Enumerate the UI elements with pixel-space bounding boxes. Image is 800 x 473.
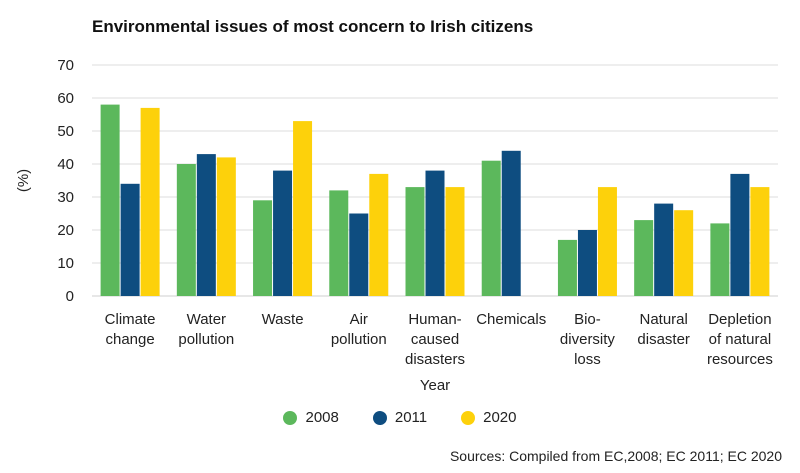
bar-2020 — [750, 187, 770, 296]
x-tick-label: Waste — [262, 311, 304, 328]
x-tick-label: Chemicals — [476, 311, 546, 328]
y-tick-label: 10 — [57, 255, 74, 272]
x-tick-label: Depletion of natural resources — [707, 311, 773, 368]
x-tick-label: Human-caused disasters — [405, 311, 465, 368]
bar-2020 — [674, 210, 694, 296]
y-tick-label: 30 — [57, 189, 74, 206]
y-tick-label: 70 — [57, 57, 74, 74]
legend: 2008 2011 2020 — [0, 409, 800, 426]
bar-2011 — [730, 173, 750, 296]
bar-2008 — [176, 164, 196, 296]
x-axis-label: Year — [420, 377, 450, 394]
legend-label: 2011 — [394, 409, 428, 426]
y-tick-label: 50 — [57, 123, 74, 140]
y-tick-label: 60 — [57, 90, 74, 107]
bar-2008 — [405, 187, 425, 296]
bar-2011 — [196, 154, 216, 296]
bar-2008 — [634, 220, 654, 296]
bar-2011 — [425, 170, 445, 296]
y-tick-label: 20 — [57, 222, 74, 239]
legend-swatch — [372, 410, 387, 425]
bar-2020 — [369, 173, 389, 296]
bar-2008 — [557, 239, 577, 296]
bar-2020 — [445, 187, 465, 296]
x-tick-label: Air pollution — [331, 311, 387, 348]
y-tick-label: 0 — [66, 288, 74, 305]
bar-2008 — [100, 104, 120, 296]
source-note: Sources: Compiled from EC,2008; EC 2011;… — [449, 448, 782, 464]
y-tick-label: 40 — [57, 156, 74, 173]
y-axis-label: (%) — [15, 169, 32, 192]
bar-2008 — [481, 160, 501, 296]
bar-2011 — [349, 213, 369, 296]
legend-item-2011: 2011 — [372, 409, 428, 426]
bar-2011 — [577, 230, 597, 296]
bar-2008 — [329, 190, 349, 296]
bar-chart: 0 10 20 30 40 50 60 70 (%) Climate change Water poll… — [15, 57, 778, 394]
bar-2020 — [140, 107, 160, 297]
chart-title: Environmental issues of most concern to … — [92, 17, 534, 36]
legend-swatch — [461, 410, 476, 425]
bar-2011 — [501, 150, 521, 296]
legend-item-2020: 2020 — [461, 409, 517, 426]
x-tick-label: Natural disaster — [637, 311, 690, 348]
x-tick-label: Climate change — [105, 311, 156, 348]
bar-2008 — [253, 200, 273, 296]
x-tick-label: Bio-diversity loss — [560, 311, 616, 368]
bar-2008 — [710, 223, 730, 296]
legend-item-2008: 2008 — [283, 409, 339, 426]
x-tick-label: Water pollution — [178, 311, 234, 348]
legend-label: 2008 — [305, 409, 339, 426]
legend-swatch — [283, 410, 298, 425]
bar-2020 — [216, 157, 236, 296]
bar-2011 — [120, 183, 140, 296]
bar-2020 — [293, 121, 313, 296]
bar-2011 — [654, 203, 674, 296]
legend-label: 2020 — [483, 409, 517, 426]
bar-2020 — [597, 187, 617, 296]
bar-2011 — [273, 170, 293, 296]
